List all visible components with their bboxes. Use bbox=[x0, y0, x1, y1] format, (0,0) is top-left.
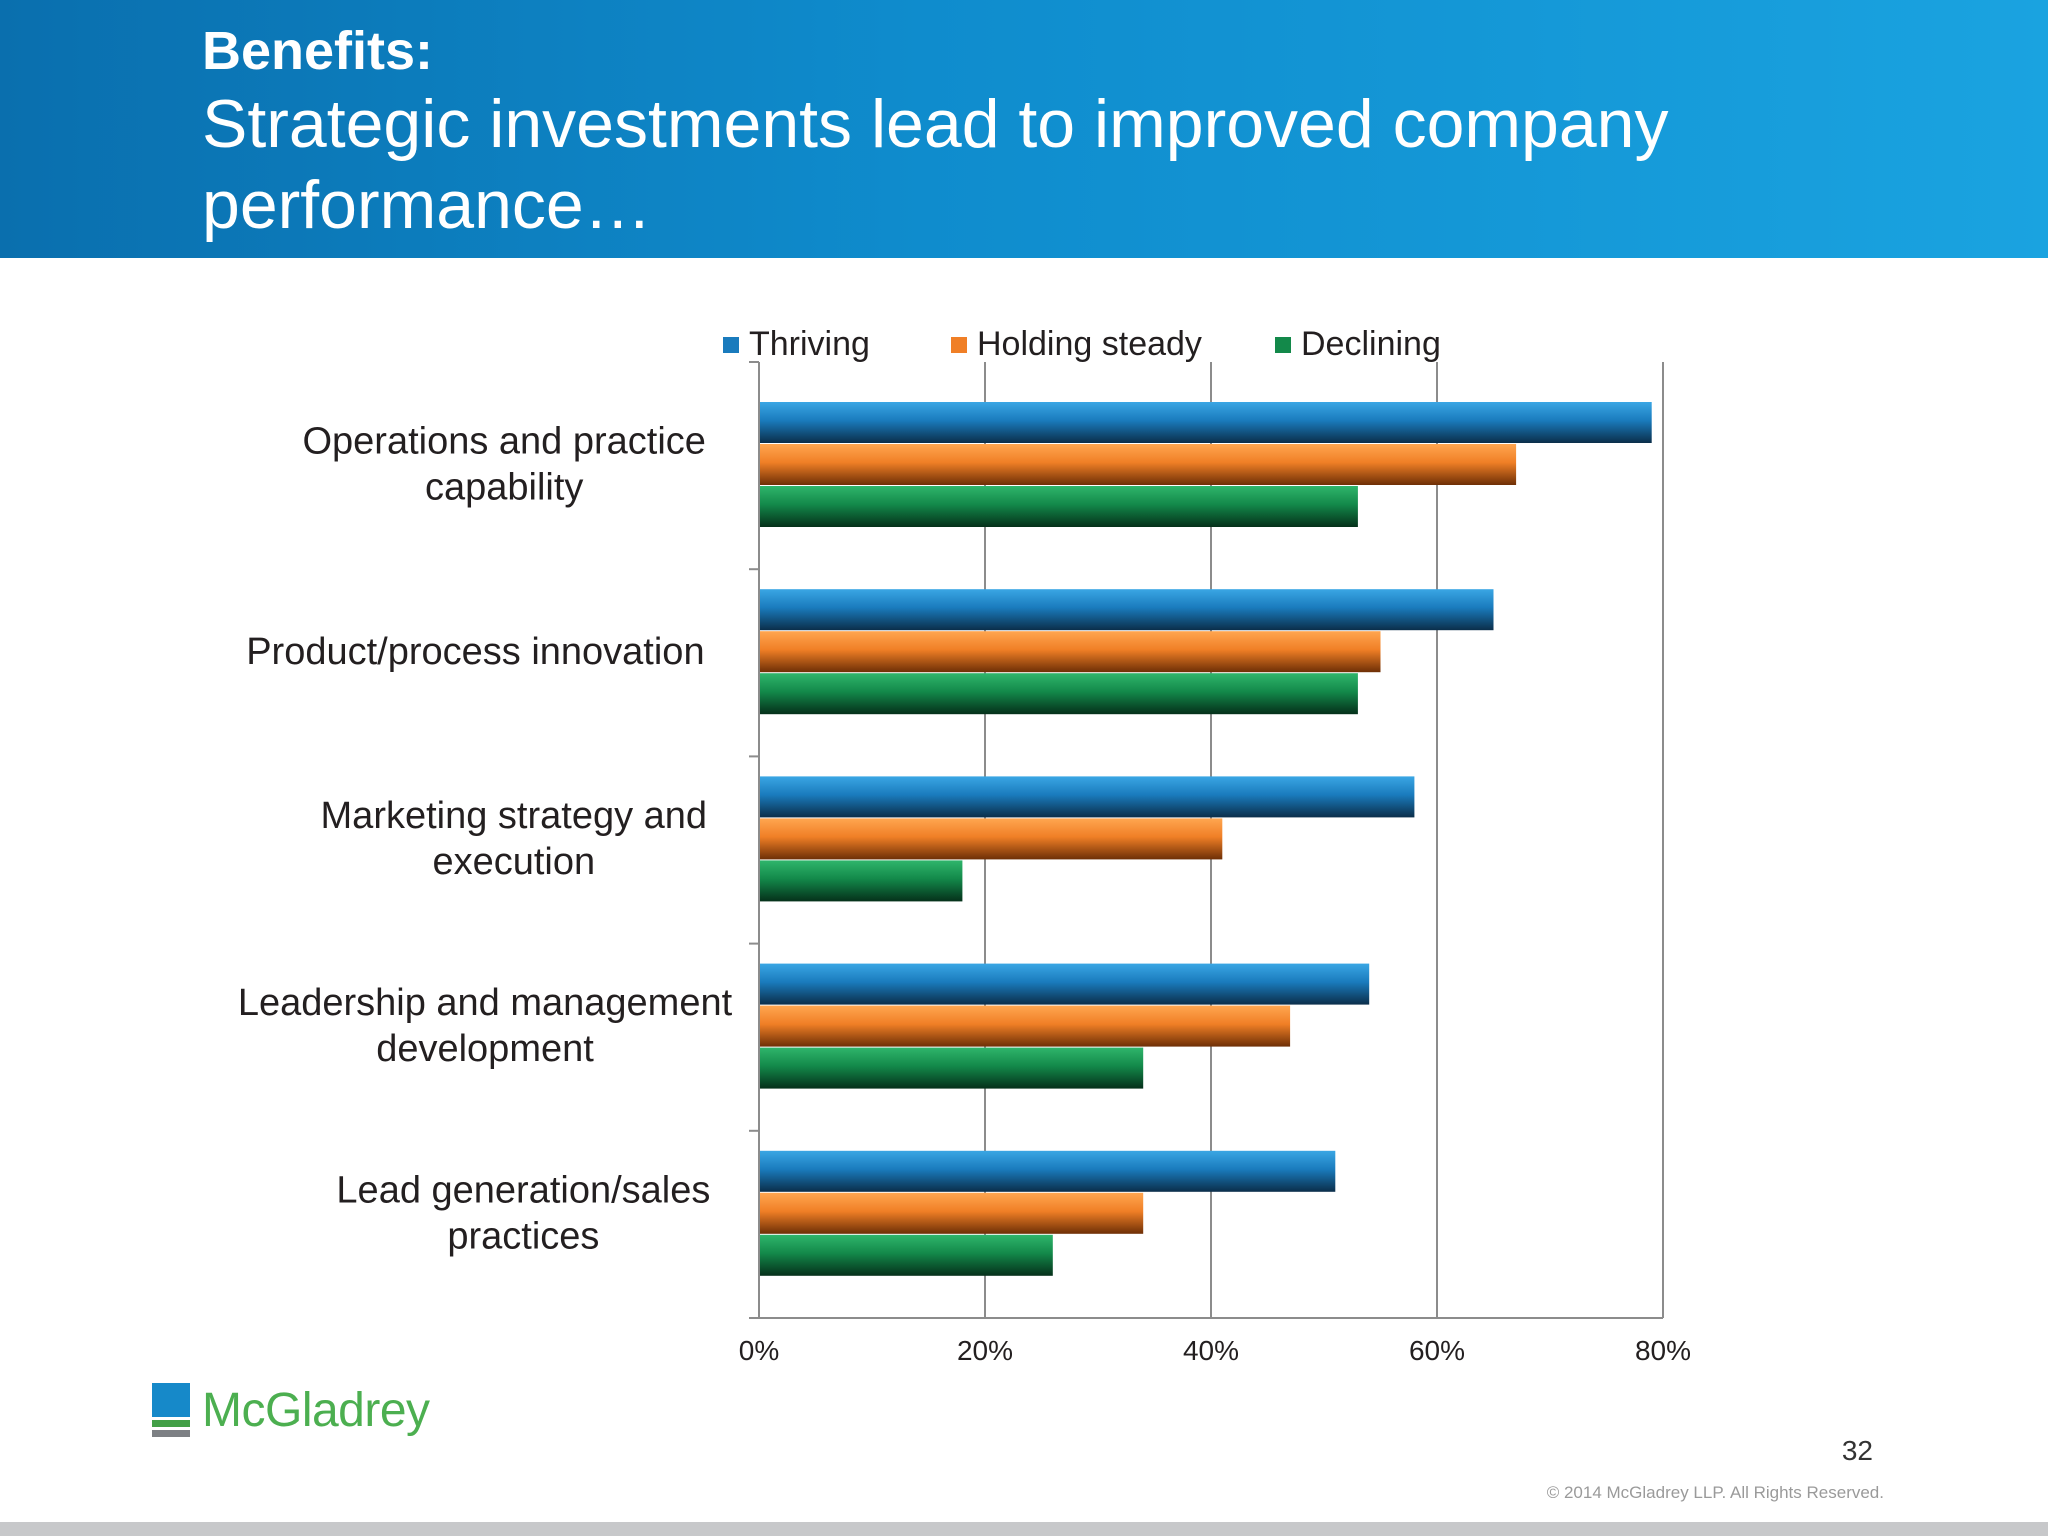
legend-swatch-thriving bbox=[723, 337, 739, 353]
slide-eyebrow: Benefits: bbox=[202, 21, 434, 81]
chart-axes bbox=[749, 361, 1663, 1319]
category-label-product-process-innovation: Product/process innovation bbox=[246, 631, 704, 673]
bar-holding-steady-product-process-innovation bbox=[759, 631, 1381, 673]
legend-label-thriving: Thriving bbox=[749, 325, 870, 363]
bar-thriving-lead-generation-sales-practices bbox=[759, 1150, 1336, 1192]
bar-thriving-leadership-and-management-development bbox=[759, 963, 1370, 1005]
category-label-marketing-strategy-and-execution: Marketing strategy and execution bbox=[321, 795, 708, 883]
bar-thriving-product-process-innovation bbox=[759, 589, 1494, 631]
x-tick-label: 60% bbox=[1409, 1335, 1465, 1366]
chart-bars bbox=[759, 402, 1652, 1276]
bar-thriving-marketing-strategy-and-execution bbox=[759, 776, 1415, 818]
bar-declining-lead-generation-sales-practices bbox=[759, 1234, 1053, 1276]
x-tick-labels: 0% 20% 40% 60% 80% bbox=[739, 1335, 1691, 1366]
bar-declining-leadership-and-management-development bbox=[759, 1047, 1144, 1089]
category-label-lead-generation-sales-practices: Lead generation/sales practices bbox=[336, 1169, 710, 1257]
logo-mark bbox=[152, 1383, 190, 1437]
bar-holding-steady-leadership-and-management-development bbox=[759, 1005, 1291, 1047]
legend-swatch-declining bbox=[1275, 337, 1291, 353]
x-tick-label: 0% bbox=[739, 1335, 779, 1366]
logo-wordmark: McGladrey bbox=[202, 1384, 430, 1437]
x-tick-label: 80% bbox=[1635, 1335, 1691, 1366]
bar-declining-operations-and-practice-capability bbox=[759, 486, 1358, 527]
bottom-bar bbox=[0, 1522, 2048, 1536]
bar-holding-steady-marketing-strategy-and-execution bbox=[759, 818, 1223, 860]
legend-swatch-holding-steady bbox=[951, 337, 967, 353]
category-labels: Operations and practice capability Product… bbox=[238, 421, 733, 1258]
bar-thriving-operations-and-practice-capability bbox=[759, 402, 1652, 443]
category-label-leadership-and-management-development: Leadership and management development bbox=[238, 982, 733, 1070]
bar-declining-product-process-innovation bbox=[759, 673, 1358, 715]
page-number: 32 bbox=[1841, 1435, 1873, 1466]
x-tick-label: 40% bbox=[1183, 1335, 1239, 1366]
slide-headline: Strategic investments lead to improved c… bbox=[202, 86, 1669, 243]
title-banner: Benefits: Strategic investments lead to … bbox=[0, 0, 2048, 258]
bar-chart: Thriving Holding steady Declining Operatio… bbox=[238, 325, 1691, 1366]
bar-holding-steady-lead-generation-sales-practices bbox=[759, 1192, 1144, 1234]
bar-declining-marketing-strategy-and-execution bbox=[759, 860, 963, 902]
x-tick-label: 20% bbox=[957, 1335, 1013, 1366]
category-label-operations-and-practice-capability: Operations and practice capability bbox=[302, 421, 705, 509]
legend-label-holding-steady: Holding steady bbox=[977, 325, 1202, 363]
bar-holding-steady-operations-and-practice-capability bbox=[759, 444, 1517, 485]
legend-label-declining: Declining bbox=[1301, 325, 1441, 363]
chart-legend: Thriving Holding steady Declining bbox=[723, 325, 1441, 363]
copyright-notice: © 2014 McGladrey LLP. All Rights Reserve… bbox=[1546, 1483, 1884, 1502]
